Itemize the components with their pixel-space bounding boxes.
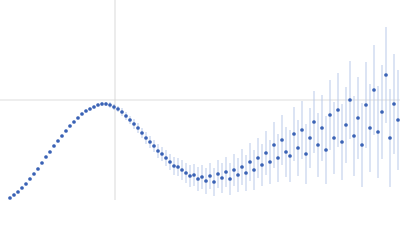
point [296,146,300,150]
point [396,118,400,122]
point [340,140,344,144]
point [292,132,296,136]
point [164,156,168,160]
point [96,103,100,107]
point [224,170,228,174]
point [84,109,88,113]
point [92,105,96,109]
point [140,131,144,135]
point [348,98,352,102]
point [176,165,180,169]
point [300,128,304,132]
point [28,177,32,181]
point [352,134,356,138]
point [252,168,256,172]
point [248,160,252,164]
point [364,103,368,107]
point [52,144,56,148]
point [36,167,40,171]
point [180,168,184,172]
point [112,105,116,109]
point [116,107,120,111]
point [68,124,72,128]
point [228,177,232,181]
point [32,172,36,176]
point [136,126,140,130]
point [288,154,292,158]
point [156,149,160,153]
point [384,73,388,77]
point [204,179,208,183]
point [328,113,332,117]
point [80,112,84,116]
point [372,88,376,92]
point [144,136,148,140]
point [60,134,64,138]
point [8,196,12,200]
point [108,103,112,107]
point [312,120,316,124]
chart [0,0,400,200]
point [160,152,164,156]
point [24,182,28,186]
point [172,164,176,168]
point [216,172,220,176]
point [332,136,336,140]
point [272,143,276,147]
point [200,175,204,179]
point [308,136,312,140]
point [20,186,24,190]
point [40,161,44,165]
point [76,116,80,120]
point [376,130,380,134]
point [16,190,20,194]
point [256,156,260,160]
point [184,171,188,175]
point [168,160,172,164]
point [120,110,124,114]
point [244,171,248,175]
point [380,110,384,114]
point [208,174,212,178]
point [12,193,16,197]
point [316,143,320,147]
point [280,138,284,142]
point [240,165,244,169]
point [360,143,364,147]
point [88,107,92,111]
point [320,126,324,130]
point [212,180,216,184]
point [276,156,280,160]
point [64,129,68,133]
point [284,150,288,154]
point [336,108,340,112]
point [148,140,152,144]
point [188,174,192,178]
point [100,102,104,106]
point [220,176,224,180]
point [48,150,52,154]
point [232,168,236,172]
point [392,102,396,106]
point [344,123,348,127]
point [268,160,272,164]
point [264,151,268,155]
point [56,139,60,143]
point [388,136,392,140]
point [304,152,308,156]
point [260,163,264,167]
point [152,144,156,148]
point [192,173,196,177]
point [196,177,200,181]
point [128,118,132,122]
point [104,102,108,106]
point [124,114,128,118]
point [132,122,136,126]
point [72,120,76,124]
point [44,155,48,159]
point [356,116,360,120]
point [236,173,240,177]
point [368,126,372,130]
point [324,148,328,152]
